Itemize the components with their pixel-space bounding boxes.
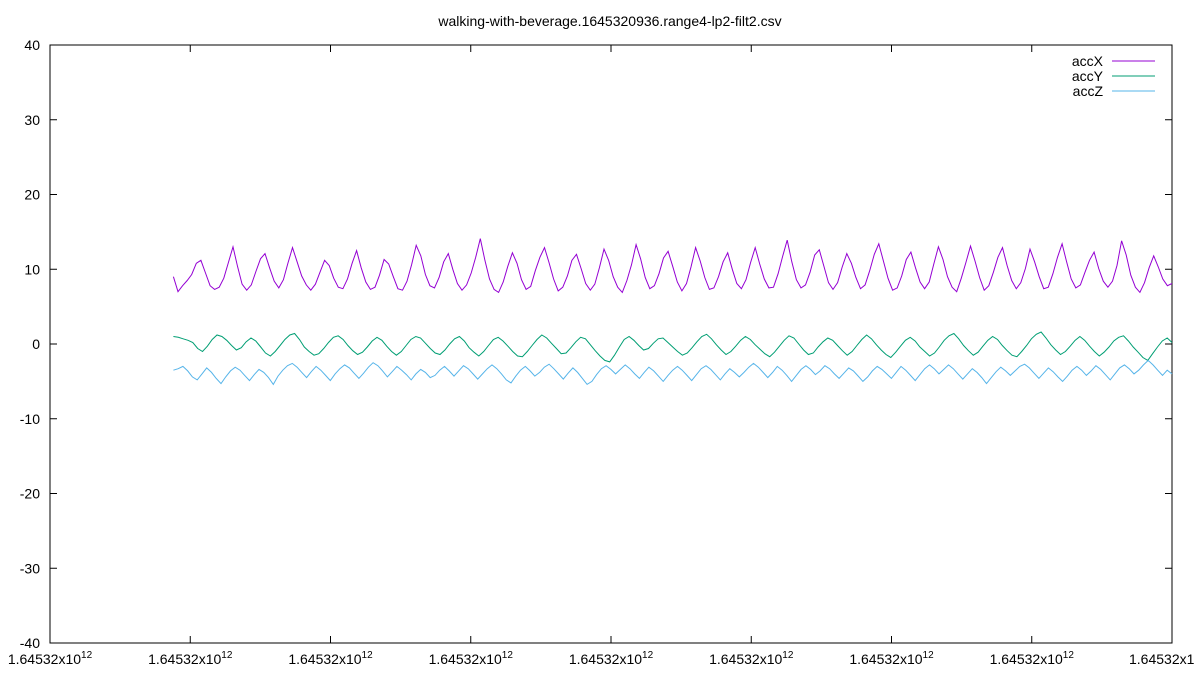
x-axis: 1.64532x1012 1.64532x1012 1.64532x1012 1.64… [8,45,1195,667]
legend-label-accX: accX [1072,53,1104,69]
y-tick-label: 10 [24,261,40,277]
chart-title: walking-with-beverage.1645320936.range4-… [437,13,781,29]
y-tick-label: -20 [20,486,40,502]
y-tick-label: -30 [20,560,40,576]
x-tick-label: 1.64532x1012 [569,650,654,667]
legend-label-accZ: accZ [1073,83,1104,99]
x-tick-label: 1.64532x1012 [849,650,934,667]
legend-label-accY: accY [1072,68,1104,84]
x-tick-label: 1.64532x1012 [429,650,514,667]
plot-border [49,44,1173,644]
x-tick-label: 1.64532x1012 [148,650,233,667]
y-axis: -40 -30 -20 -10 0 10 20 30 40 [20,37,1172,651]
y-tick-label: 40 [24,37,40,53]
x-tick-label: 1.64532x1012 [709,650,794,667]
y-tick-label: -10 [20,411,40,427]
y-tick-label: 30 [24,112,40,128]
series-line-accX [172,238,1173,294]
y-tick-label: -40 [20,635,40,651]
x-tick-label: 1.64532x1 [1129,651,1195,667]
y-tick-label: 20 [24,187,40,203]
y-tick-label: 0 [32,336,40,352]
x-tick-label: 1.64532x1012 [288,650,373,667]
series-line-accZ [173,359,1173,386]
plot-frame [49,44,1173,644]
series-lines [172,238,1173,386]
x-tick-label: 1.64532x1012 [8,650,93,667]
x-tick-label: 1.64532x1012 [990,650,1075,667]
series-line-accY [173,331,1173,363]
